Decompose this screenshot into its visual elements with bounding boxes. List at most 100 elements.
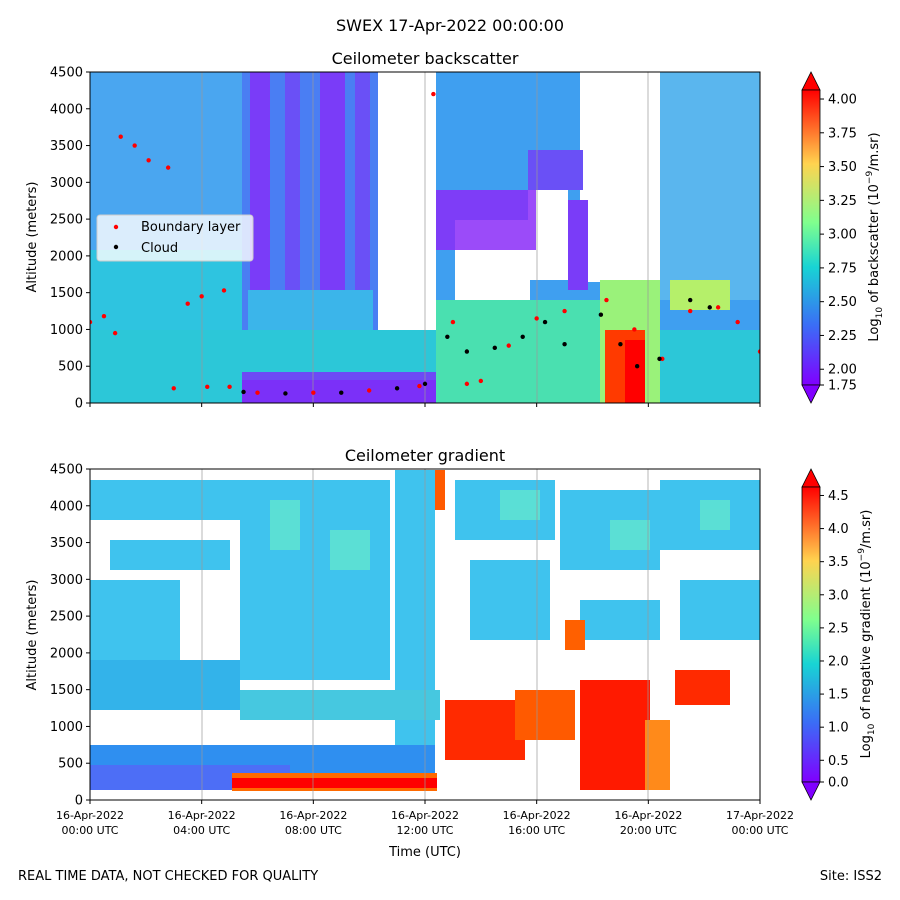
cloud-point [542, 319, 548, 325]
legend-marker-boundary-layer [113, 224, 119, 230]
colorbar-tick-label: 3.00 [828, 228, 857, 243]
cloud-point [707, 305, 712, 310]
boundary-layer-point [221, 288, 227, 293]
boundary-layer-point [146, 158, 151, 163]
colorbar-tick-label: 4.5 [828, 489, 849, 504]
colorbar-tick-label: 4.0 [828, 522, 849, 537]
x-tick-date: 16-Apr-2022 [168, 809, 236, 822]
legend-marker-cloud [113, 244, 119, 250]
colorbar-tick-label: 3.50 [828, 160, 857, 175]
x-tick-date: 16-Apr-2022 [503, 809, 571, 822]
boundary-layer-point [112, 330, 118, 336]
cloud-point [492, 345, 497, 351]
gradient-xlabel: Time (UTC) [388, 845, 461, 860]
cloud-point [618, 341, 623, 347]
cloud-point [241, 389, 246, 395]
backscatter-x-ticks [89, 403, 761, 407]
y-tick-label: 4500 [50, 66, 83, 81]
cloud-markers [241, 297, 712, 396]
boundary-layer-point [478, 378, 484, 384]
x-tick-date: 16-Apr-2022 [279, 809, 347, 822]
boundary-layer-point [464, 381, 470, 387]
cloud-point [464, 349, 470, 354]
cloud-point [520, 334, 525, 339]
cloud-point [339, 390, 344, 395]
gradient-ylabel: Altitude (meters) [25, 580, 40, 691]
cloud-point [394, 386, 400, 391]
boundary-layer-point [632, 327, 637, 332]
boundary-layer-point [165, 165, 171, 170]
gradient-panel: Ceilometer gradient [25, 446, 877, 860]
y-tick-label: 500 [58, 360, 83, 375]
x-tick-date: 16-Apr-2022 [56, 809, 124, 822]
cloud-point [657, 356, 662, 362]
boundary-layer-point [311, 390, 316, 395]
colorbar-tick-label: 0.5 [828, 754, 849, 769]
backscatter-ylabel: Altitude (meters) [25, 182, 40, 293]
y-tick-label: 4000 [50, 499, 83, 514]
cloud-point [634, 364, 640, 369]
boundary-layer-point [205, 384, 210, 390]
gradient-x-ticks: 16-Apr-2022 00:00 UTC 16-Apr-2022 04:00 UTC… [56, 800, 794, 837]
backscatter-title: Ceilometer backscatter [332, 49, 519, 68]
gradient-y-ticks: 0 500 1000 1500 2000 2500 3000 3500 4000 4500 [50, 463, 90, 809]
boundary-layer-point [715, 305, 721, 310]
boundary-layer-point [604, 297, 609, 303]
gradient-colorbar-ticks: 0.0 0.5 1.0 1.5 2.0 2.5 3.0 3.5 4.0 4.5 [820, 489, 849, 791]
x-tick-time: 00:00 UTC [731, 824, 788, 837]
cloud-point [688, 297, 693, 303]
colorbar-tick-label: 0.0 [828, 776, 849, 791]
backscatter-colorbar: 1.752.00 2.25 2.50 2.75 3.00 3.25 3.50 3.75 4.00… [801, 71, 885, 404]
colorbar-tick-label: 3.5 [828, 555, 849, 570]
boundary-layer-point [171, 386, 176, 391]
x-tick-time: 04:00 UTC [173, 824, 230, 837]
boundary-layer-point [227, 384, 232, 390]
y-tick-label: 3500 [50, 536, 83, 551]
boundary-layer-point [199, 294, 204, 299]
cloud-point [283, 391, 288, 396]
boundary-layer-point [757, 349, 760, 354]
boundary-layer-point [255, 390, 260, 395]
colorbar-tick-label: 4.00 [828, 93, 857, 108]
legend-label-cloud: Cloud [141, 241, 178, 256]
y-tick-label: 0 [75, 794, 83, 809]
x-tick-time: 00:00 UTC [61, 824, 118, 837]
y-tick-label: 1500 [50, 286, 83, 301]
boundary-layer-point [101, 314, 107, 319]
gradient-colorbar: 0.0 0.5 1.0 1.5 2.0 2.5 3.0 3.5 4.0 4.5 Log10 of … [801, 468, 877, 801]
x-tick-time: 08:00 UTC [285, 824, 342, 837]
boundary-layer-point [735, 319, 740, 325]
backscatter-y-ticks: 0 500 1000 1500 2000 2500 3000 3500 4000 4500 [50, 66, 90, 412]
boundary-layer-point [534, 316, 539, 321]
colorbar-tick-label: 1.0 [828, 721, 849, 736]
colorbar-tick-label: 3.75 [828, 126, 857, 141]
y-tick-label: 2000 [50, 249, 83, 264]
colorbar-tick-label: 2.0 [828, 654, 849, 669]
backscatter-panel: Ceilometer backscatter [25, 49, 885, 412]
y-tick-label: 2500 [50, 610, 83, 625]
x-tick-date: 16-Apr-2022 [614, 809, 682, 822]
y-tick-label: 1000 [50, 720, 83, 735]
colorbar-tick-label: 1.75 [828, 379, 857, 394]
figure-suptitle: SWEX 17-Apr-2022 00:00:00 [335, 16, 564, 35]
y-tick-label: 0 [75, 397, 83, 412]
site-label: Site: ISS2 [819, 869, 882, 884]
x-tick-date: 17-Apr-2022 [726, 809, 794, 822]
boundary-layer-point [417, 383, 422, 389]
colorbar-tick-label: 2.5 [828, 621, 849, 636]
colorbar-tick-label: 2.75 [828, 261, 857, 276]
y-tick-label: 500 [58, 757, 83, 772]
cloud-point [422, 381, 428, 387]
boundary-layer-point [688, 308, 693, 314]
boundary-layer-point [562, 308, 567, 314]
gradient-colorbar-label: Log10 of negative gradient (10−9/m.sr) [857, 510, 877, 759]
backscatter-legend: Boundary layer Cloud [96, 214, 254, 262]
y-tick-label: 3500 [50, 139, 83, 154]
cloud-point [562, 341, 567, 347]
boundary-layer-point [431, 91, 436, 97]
boundary-layer-point [450, 319, 456, 325]
y-tick-label: 3000 [50, 176, 83, 191]
boundary-layer-point [132, 143, 137, 148]
boundary-layer-point [90, 319, 93, 325]
